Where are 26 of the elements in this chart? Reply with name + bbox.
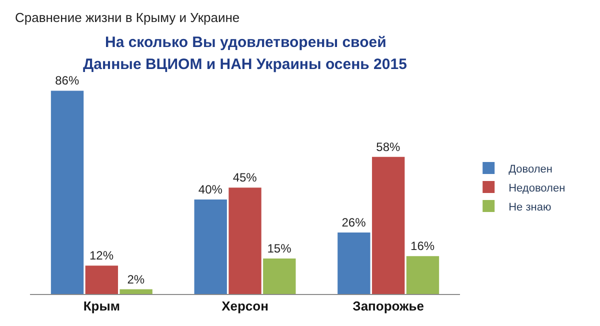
data-label: 45% [232, 170, 258, 185]
chart-title: Сравнение жизни в Крыму и Украине [15, 10, 240, 25]
legend-label: Не знаю [508, 201, 552, 214]
bar [120, 289, 152, 294]
bar [50, 90, 84, 294]
x-tick-label: Запорожье [352, 298, 424, 314]
data-label: 12% [89, 248, 114, 263]
bar [372, 156, 405, 294]
data-label: 58% [376, 140, 401, 154]
bar [263, 258, 296, 294]
data-label: 26% [342, 216, 366, 230]
bar [85, 266, 118, 294]
data-label: 86% [55, 74, 80, 88]
chart-subtitle: На сколько Вы удовлетворены своей Данные ВЦИОМ и НАН Украины осень 2015 [83, 34, 407, 73]
bar [406, 256, 440, 294]
data-label: 2% [127, 272, 145, 286]
x-tick-label: Херсон [222, 298, 268, 314]
legend-label: Недоволен [508, 182, 566, 194]
data-label: 40% [198, 182, 223, 196]
data-label: 15% [267, 242, 292, 256]
bar [338, 232, 370, 294]
bar [228, 188, 262, 294]
legend-label: Доволен [508, 163, 553, 176]
bar [194, 199, 227, 294]
data-label: 16% [410, 239, 435, 254]
x-tick-label: Крым [83, 298, 120, 314]
